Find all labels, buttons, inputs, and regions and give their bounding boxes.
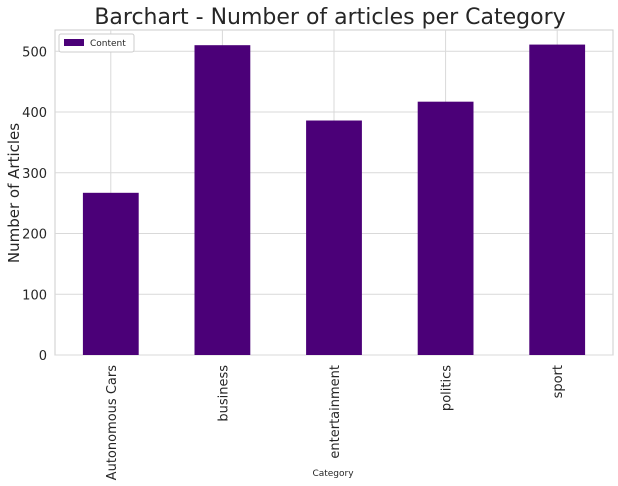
x-tick-labels: Autonomous Cars business entertainment poli… <box>105 365 566 481</box>
bar <box>82 192 139 355</box>
x-tick-label: politics <box>440 365 455 411</box>
legend-box <box>58 33 135 53</box>
y-tick-labels: 0 100 200 300 400 500 <box>22 45 47 364</box>
y-tick-label: 400 <box>22 106 47 121</box>
x-tick-label: entertainment <box>328 365 343 459</box>
x-axis-label: Category <box>312 469 354 479</box>
x-tick-label: Autonomous Cars <box>105 365 120 481</box>
legend-label: Content <box>90 39 126 49</box>
y-tick-label: 500 <box>22 45 47 60</box>
bar <box>529 44 586 356</box>
y-tick-label: 0 <box>39 349 47 364</box>
legend-swatch <box>64 39 84 46</box>
bars <box>82 44 586 356</box>
bar <box>417 101 474 355</box>
y-tick-label: 300 <box>22 167 47 182</box>
x-tick-label: business <box>216 365 231 422</box>
x-tick-label: sport <box>551 365 566 398</box>
bar <box>194 45 251 355</box>
chart-title: Barchart - Number of articles per Catego… <box>94 5 565 30</box>
y-tick-label: 100 <box>22 288 47 303</box>
y-tick-label: 200 <box>22 228 47 243</box>
legend: Content <box>58 33 135 53</box>
bar <box>306 120 362 356</box>
y-axis-label: Number of Articles <box>5 123 23 263</box>
